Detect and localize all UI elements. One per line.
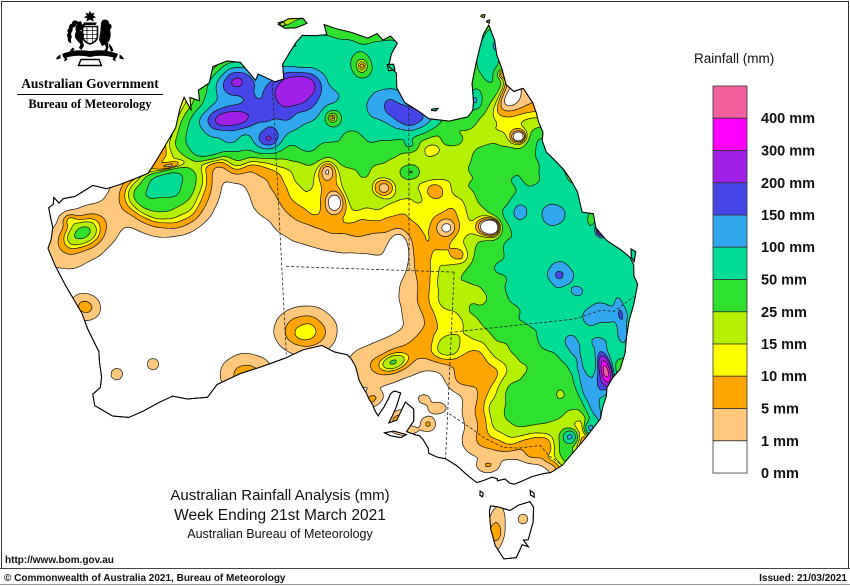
svg-text:15 mm: 15 mm	[761, 337, 807, 353]
svg-text:150 mm: 150 mm	[761, 208, 815, 224]
svg-text:10 mm: 10 mm	[761, 369, 807, 385]
svg-text:0 mm: 0 mm	[761, 466, 799, 482]
svg-text:50 mm: 50 mm	[761, 273, 807, 289]
svg-text:100 mm: 100 mm	[761, 240, 815, 256]
svg-text:25 mm: 25 mm	[761, 305, 807, 321]
svg-text:400 mm: 400 mm	[761, 111, 815, 127]
svg-text:5 mm: 5 mm	[761, 402, 799, 418]
svg-text:300 mm: 300 mm	[761, 144, 815, 160]
svg-text:1 mm: 1 mm	[761, 434, 799, 450]
svg-text:200 mm: 200 mm	[761, 176, 815, 192]
